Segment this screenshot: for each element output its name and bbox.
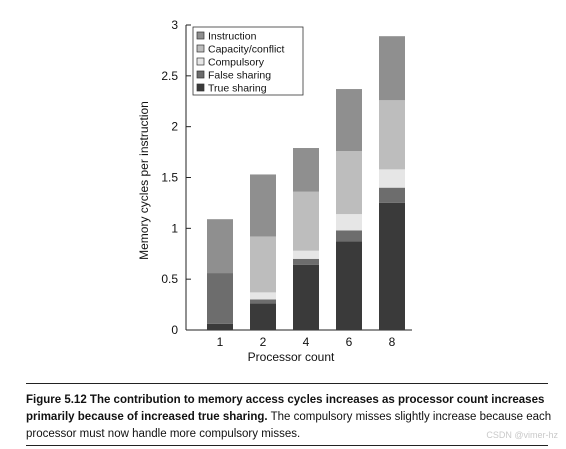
bar-segment-compulsory-8 <box>379 169 405 188</box>
y-tick-labels: 0 0.5 1 1.5 2 2.5 3 <box>161 18 178 337</box>
caption-top-rule <box>26 383 548 384</box>
x-tick-label: 6 <box>346 335 353 349</box>
x-axis-label: Processor count <box>248 350 335 364</box>
bar-segment-instruction-8 <box>379 36 405 101</box>
bar-segment-false-sharing-8 <box>379 187 405 203</box>
bar-segment-true-sharing-8 <box>379 202 405 330</box>
caption-label: Figure 5.12 <box>26 394 87 406</box>
legend-swatch-compulsory <box>196 57 205 66</box>
caption-bold-text: The contribution to memory access cycles… <box>26 394 545 423</box>
legend-label-compulsory: Compulsory <box>208 57 265 69</box>
legend-swatch-true-sharing <box>196 83 205 92</box>
bar-segment-instruction-1 <box>207 219 233 274</box>
legend-swatch-false-sharing <box>196 70 205 79</box>
legend-box <box>192 26 304 96</box>
x-tick-label: 4 <box>303 335 310 349</box>
legend-swatch-instruction <box>196 31 205 40</box>
legend-swatch-capacity-conflict <box>196 44 205 53</box>
y-axis-label: Memory cycles per instruction <box>137 101 151 260</box>
legend-label-false-sharing: False sharing <box>208 70 271 82</box>
y-tick-label: 1.5 <box>161 171 178 185</box>
caption-bottom-rule <box>26 445 548 446</box>
bar-segment-compulsory-2 <box>250 292 276 300</box>
bar-segment-false-sharing-2 <box>250 299 276 304</box>
bar-segment-instruction-2 <box>250 174 276 237</box>
bar-segment-false-sharing-6 <box>336 230 362 242</box>
bar-segment-compulsory-6 <box>336 214 362 231</box>
bar-segment-capacity-conflict-2 <box>250 236 276 293</box>
x-tick-label: 1 <box>217 335 224 349</box>
bar-segment-true-sharing-2 <box>250 303 276 330</box>
watermark: CSDN @vimer-hz <box>486 430 558 440</box>
y-tick-label: 1 <box>171 221 178 235</box>
caption-text: The compulsory misses slightly increase … <box>26 411 552 440</box>
x-tick-label: 8 <box>389 335 396 349</box>
bar-segment-capacity-conflict-6 <box>336 151 362 215</box>
bar-segment-true-sharing-6 <box>336 241 362 330</box>
stacked-bar-chart: 1 2 4 6 8 0 0.5 1 1.5 2 2.5 3 InstructionCapacity/… <box>137 18 412 364</box>
legend-label-capacity-conflict: Capacity/conflict <box>208 44 285 56</box>
y-tick-label: 0.5 <box>161 272 178 286</box>
x-tick-label: 2 <box>260 335 267 349</box>
legend-label-true-sharing: True sharing <box>208 83 267 95</box>
y-tick-label: 3 <box>171 18 178 32</box>
y-tick-label: 2.5 <box>161 69 178 83</box>
bar-segment-capacity-conflict-4 <box>293 191 319 251</box>
bar-segment-instruction-4 <box>293 148 319 192</box>
bar-segment-false-sharing-1 <box>207 273 233 324</box>
bar-segment-false-sharing-4 <box>293 258 319 265</box>
x-tick-labels: 1 2 4 6 8 <box>217 335 396 349</box>
bar-segment-true-sharing-4 <box>293 264 319 330</box>
y-tick-label: 0 <box>171 323 178 337</box>
bar-segment-true-sharing-1 <box>207 323 233 330</box>
chart-bars <box>207 36 405 330</box>
y-tick-label: 2 <box>171 120 178 134</box>
bar-segment-instruction-6 <box>336 89 362 152</box>
bar-segment-compulsory-4 <box>293 250 319 259</box>
legend-label-instruction: Instruction <box>208 31 257 43</box>
bar-segment-capacity-conflict-8 <box>379 100 405 170</box>
chart-legend: InstructionCapacity/conflictCompulsoryFa… <box>192 26 304 96</box>
figure-caption: Figure 5.12 The contribution to memory a… <box>26 392 556 443</box>
